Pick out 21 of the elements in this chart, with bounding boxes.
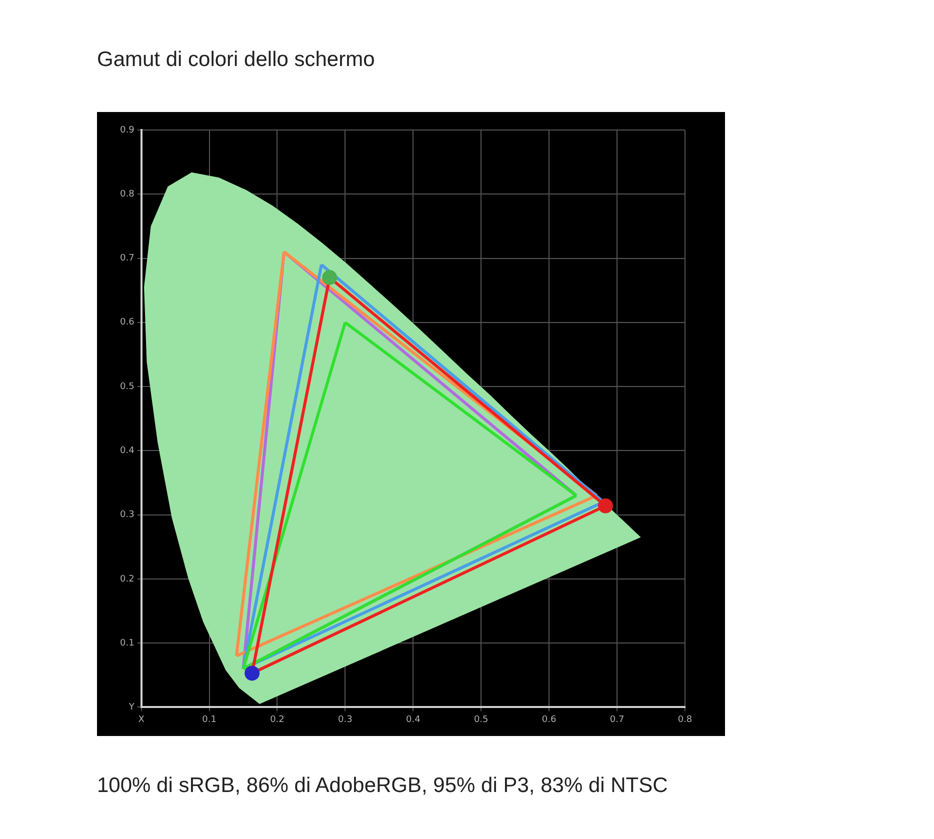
x-tick-label: 0.8 (678, 714, 692, 725)
x-tick-label: 0.6 (542, 714, 556, 725)
y-tick-label: Y (128, 702, 135, 713)
x-tick-label: 0.4 (406, 714, 421, 725)
x-tick-label: X (138, 714, 144, 725)
y-tick-label: 0.7 (120, 254, 134, 264)
y-tick-label: 0.8 (120, 189, 135, 200)
y-tick-label: 0.1 (120, 638, 134, 648)
y-tick-label: 0.2 (120, 574, 134, 584)
chart-title: Gamut di colori dello schermo (97, 48, 376, 72)
text: 100% di sRGB, 86% di AdobeRGB, 95% di P3, 83% di NTSC (97, 774, 669, 798)
x-tick-label: 0.3 (338, 714, 352, 725)
x-tick-label: 0.7 (610, 714, 624, 725)
y-tick-label: 0.9 (120, 125, 135, 136)
y-tick-label: 0.3 (120, 510, 134, 520)
y-tick-label: 0.6 (120, 318, 135, 328)
x-tick-label: 0.2 (270, 714, 284, 725)
x-tick-label: 0.5 (474, 714, 488, 725)
y-tick-label: 0.5 (120, 382, 134, 392)
y-tick-label: 0.4 (120, 446, 135, 456)
x-tick-label: 0.1 (202, 714, 216, 725)
